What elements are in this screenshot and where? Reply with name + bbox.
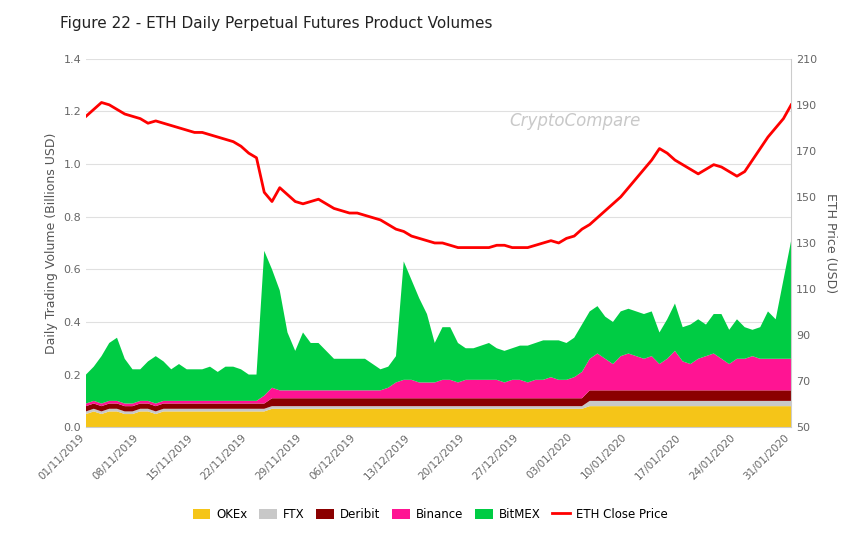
Legend: OKEx, FTX, Deribit, Binance, BitMEX, ETH Close Price: OKEx, FTX, Deribit, Binance, BitMEX, ETH… — [187, 503, 673, 525]
Text: CryptoCompare: CryptoCompare — [509, 112, 641, 130]
ETH Close Price — [616, 194, 626, 200]
Line: ETH Close Price: ETH Close Price — [86, 103, 791, 248]
Y-axis label: Daily Trading Volume (Billions USD): Daily Trading Volume (Billions USD) — [45, 132, 58, 354]
ETH Close Price — [685, 166, 696, 172]
ETH Close Price — [654, 145, 665, 152]
ETH Close Price — [81, 113, 91, 120]
Y-axis label: ETH Price (USD): ETH Price (USD) — [824, 193, 837, 293]
ETH Close Price — [786, 101, 796, 108]
ETH Close Price — [96, 99, 107, 106]
Text: Figure 22 - ETH Daily Perpetual Futures Product Volumes: Figure 22 - ETH Daily Perpetual Futures … — [60, 16, 493, 31]
ETH Close Price — [515, 245, 525, 251]
ETH Close Price — [662, 150, 673, 156]
ETH Close Price — [453, 245, 464, 251]
ETH Close Price — [647, 157, 657, 163]
